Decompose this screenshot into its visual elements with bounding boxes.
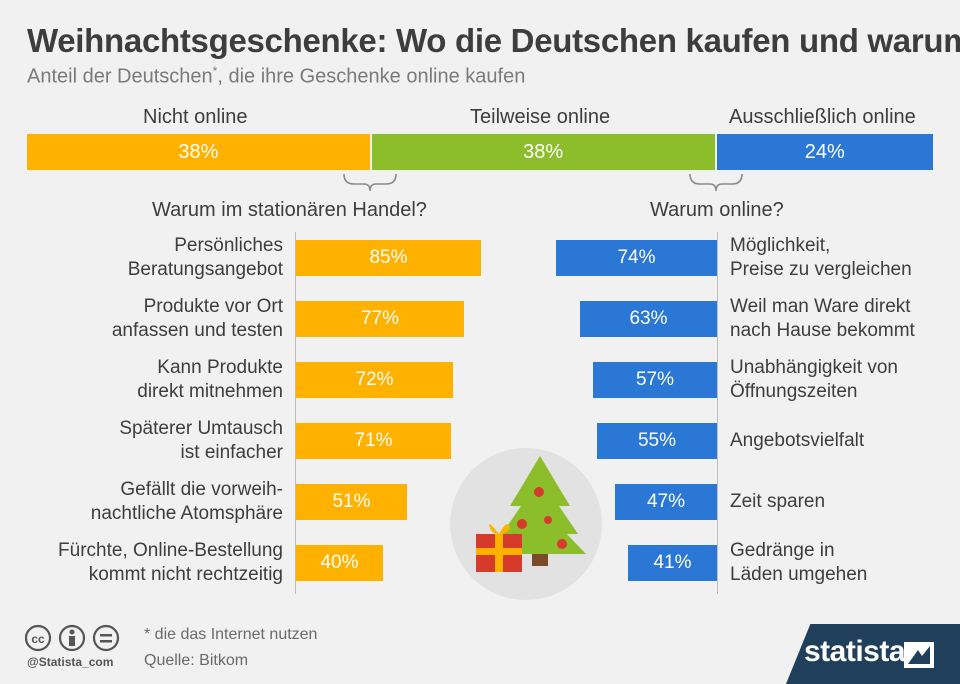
section-heading-stationary: Warum im stationären Handel?: [152, 199, 427, 221]
svg-text:cc: cc: [31, 632, 45, 646]
stationary-label-5: Fürchte, Online-Bestellung kommt nicht r…: [58, 540, 283, 585]
stack-segment-1: 38%: [371, 134, 717, 170]
chart-subtitle: Anteil der Deutschen*, die ihre Geschenk…: [27, 64, 526, 88]
online-label-2: Unabhängigkeit von Öffnungszeiten: [730, 357, 898, 402]
source-note: Quelle: Bitkom: [144, 652, 249, 669]
stationary-bar-2: 72%: [296, 362, 453, 398]
stationary-bar-3: 71%: [296, 423, 451, 459]
right-brace-icon: [689, 173, 743, 192]
stationary-bar-1: 77%: [296, 301, 464, 337]
section-heading-online: Warum online?: [650, 199, 784, 221]
stack-segment-2: 24%: [716, 134, 933, 170]
no-derivatives-icon: [92, 624, 120, 652]
segment-label-teilweise-online: Teilweise online: [470, 106, 611, 128]
footnote: * die das Internet nutzen: [144, 626, 318, 643]
stationary-label-4: Gefällt die vorweih- nachtliche Atomsphä…: [90, 479, 283, 524]
left-brace-icon: [343, 173, 397, 192]
attribution-icon: [58, 624, 86, 652]
online-bar-5: 41%: [628, 545, 717, 581]
statista-logo-text[interactable]: statista: [804, 635, 906, 668]
stationary-label-3: Späterer Umtausch ist einfacher: [119, 418, 283, 463]
stationary-bar-5: 40%: [296, 545, 383, 581]
social-handle[interactable]: @Statista_com: [27, 655, 114, 669]
online-bar-3: 55%: [597, 423, 717, 459]
online-label-0: Möglichkeit, Preise zu vergleichen: [730, 235, 912, 280]
stacked-share-bar: 38% 38% 24%: [27, 134, 933, 170]
online-bar-0: 74%: [556, 240, 717, 276]
online-label-5: Gedränge in Läden umgehen: [730, 540, 868, 585]
stationary-label-0: Persönliches Beratungsangebot: [127, 235, 283, 280]
online-label-1: Weil man Ware direkt nach Hause bekommt: [730, 296, 915, 341]
segment-label-ausschliesslich-online: Ausschließlich online: [729, 106, 916, 128]
segment-label-nicht-online: Nicht online: [143, 106, 248, 128]
creative-commons-icon: cc: [25, 624, 52, 652]
online-bar-4: 47%: [615, 484, 717, 520]
stationary-bar-0: 85%: [296, 240, 481, 276]
online-bar-2: 57%: [593, 362, 717, 398]
right-axis-line: [717, 232, 718, 594]
stack-segment-0: 38%: [27, 134, 372, 170]
stationary-bar-4: 51%: [296, 484, 407, 520]
chart-title: Weihnachtsgeschenke: Wo die Deutschen ka…: [27, 22, 960, 59]
stationary-label-1: Produkte vor Ort anfassen und testen: [111, 296, 283, 341]
christmas-tree-with-gift-icon: [476, 456, 586, 572]
statista-logo-icon: [904, 642, 934, 668]
online-bar-1: 63%: [580, 301, 717, 337]
license-icons: cc: [25, 624, 120, 652]
online-label-4: Zeit sparen: [730, 491, 826, 512]
online-label-3: Angebotsvielfalt: [730, 430, 865, 451]
left-axis-line: [295, 232, 296, 594]
stationary-label-2: Kann Produkte direkt mitnehmen: [137, 357, 283, 402]
